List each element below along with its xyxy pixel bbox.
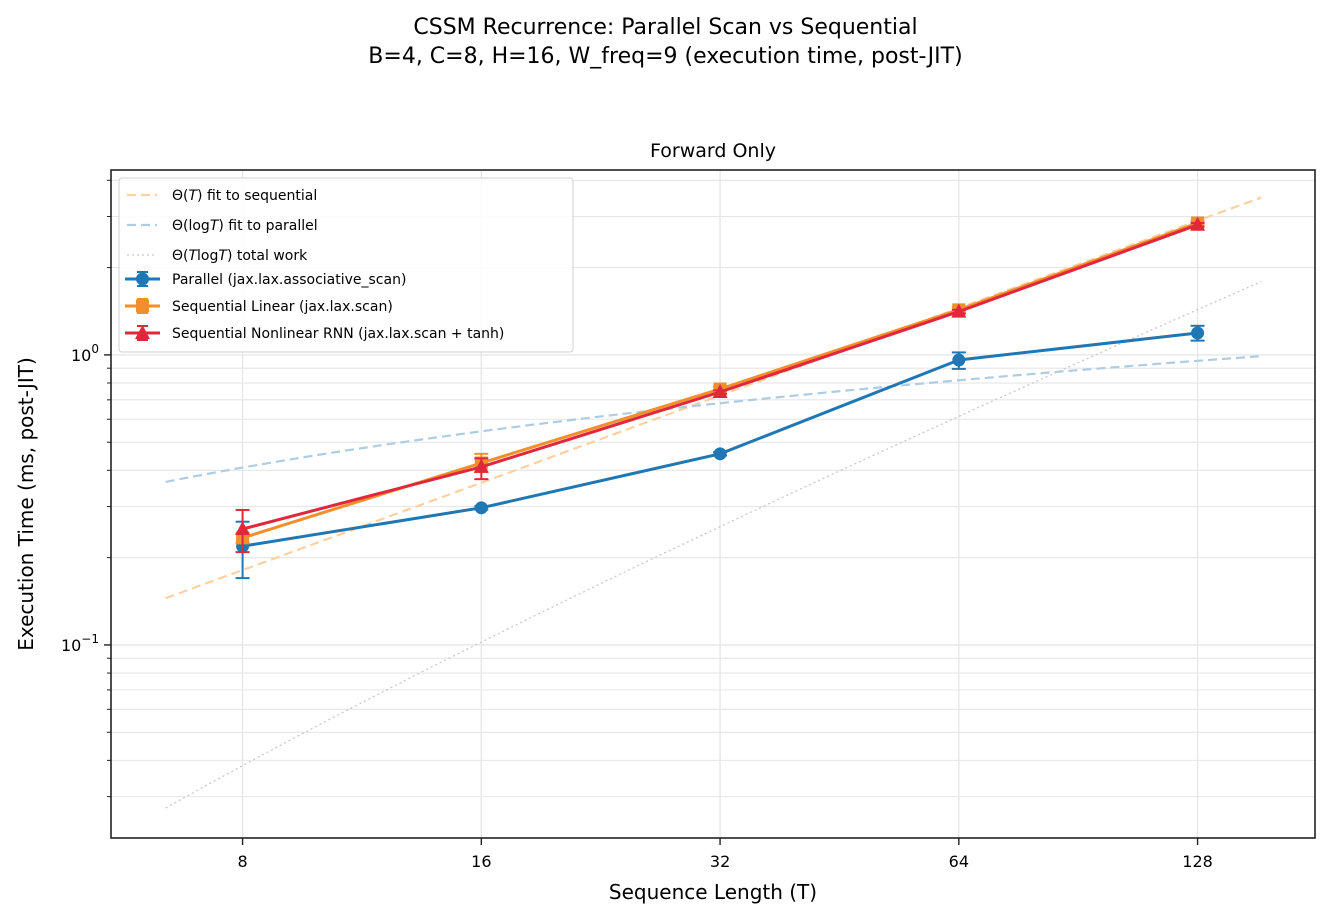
legend-label-part: ) total work [227,248,308,264]
data-series [235,216,1206,580]
legend-label-part: ) fit to sequential [197,188,317,204]
data-point [473,458,489,473]
legend-reference-label: Θ(T) fit to sequential [172,188,317,204]
data-point [1191,326,1205,340]
legend-marker [136,272,149,286]
data-point [474,501,488,515]
legend-series-label: Sequential Linear (jax.lax.scan) [172,299,393,315]
y-tick-label-exponent: 0 [91,342,99,356]
y-tick-label-exponent: −1 [81,632,99,646]
legend-marker [136,299,149,313]
axes-title: Forward Only [650,140,776,162]
legend-series-label: Sequential Nonlinear RNN (jax.lax.scan +… [172,326,504,342]
series-triangle [235,216,1206,554]
legend-label-part: Θ( [172,188,188,204]
legend-series-label: Parallel (jax.lax.associative_scan) [172,272,406,288]
x-axis-label: Sequence Length (T) [609,880,817,904]
y-axis-label: Execution Time (ms, post-JIT) [14,357,38,651]
figure-suptitle-line2: B=4, C=8, H=16, W_freq=9 (execution time… [368,44,963,69]
legend-label-part: T [210,218,220,234]
x-tick-label: 32 [710,852,730,871]
x-tick-label: 16 [471,852,491,871]
data-point [713,447,727,461]
data-point [235,521,251,536]
reference-line [165,196,1262,600]
y-tick-label: 10−1 [61,632,99,655]
legend-frame [118,177,574,353]
legend-marker [135,325,150,339]
y-tick-label: 100 [71,342,99,365]
x-tick-label: 8 [237,852,247,871]
data-point [951,303,967,318]
legend-label-part: T [218,248,228,264]
data-point [712,383,728,398]
data-point [1190,216,1206,231]
legend-label-part: T [188,188,198,204]
legend-label-part: T [188,248,198,264]
y-tick-label-base: 10 [71,346,91,365]
axes-frame [110,169,1316,839]
legend-label-part: log [197,248,218,264]
legend-label-part: ) fit to parallel [218,218,317,234]
reference-line [165,355,1262,483]
reference-lines [165,196,1262,809]
legend-label-part: Θ( [172,248,188,264]
legend-reference-label: Θ(logT) fit to parallel [172,218,318,234]
legend-label-part: Θ(log [172,218,210,234]
x-tick-label: 128 [1182,852,1213,871]
y-tick-label-base: 10 [61,636,81,655]
reference-line [165,281,1262,809]
figure-suptitle-line1: CSSM Recurrence: Parallel Scan vs Sequen… [413,15,918,40]
legend-reference-label: Θ(TlogT) total work [172,248,308,264]
data-point [952,353,966,367]
x-tick-label: 64 [949,852,969,871]
